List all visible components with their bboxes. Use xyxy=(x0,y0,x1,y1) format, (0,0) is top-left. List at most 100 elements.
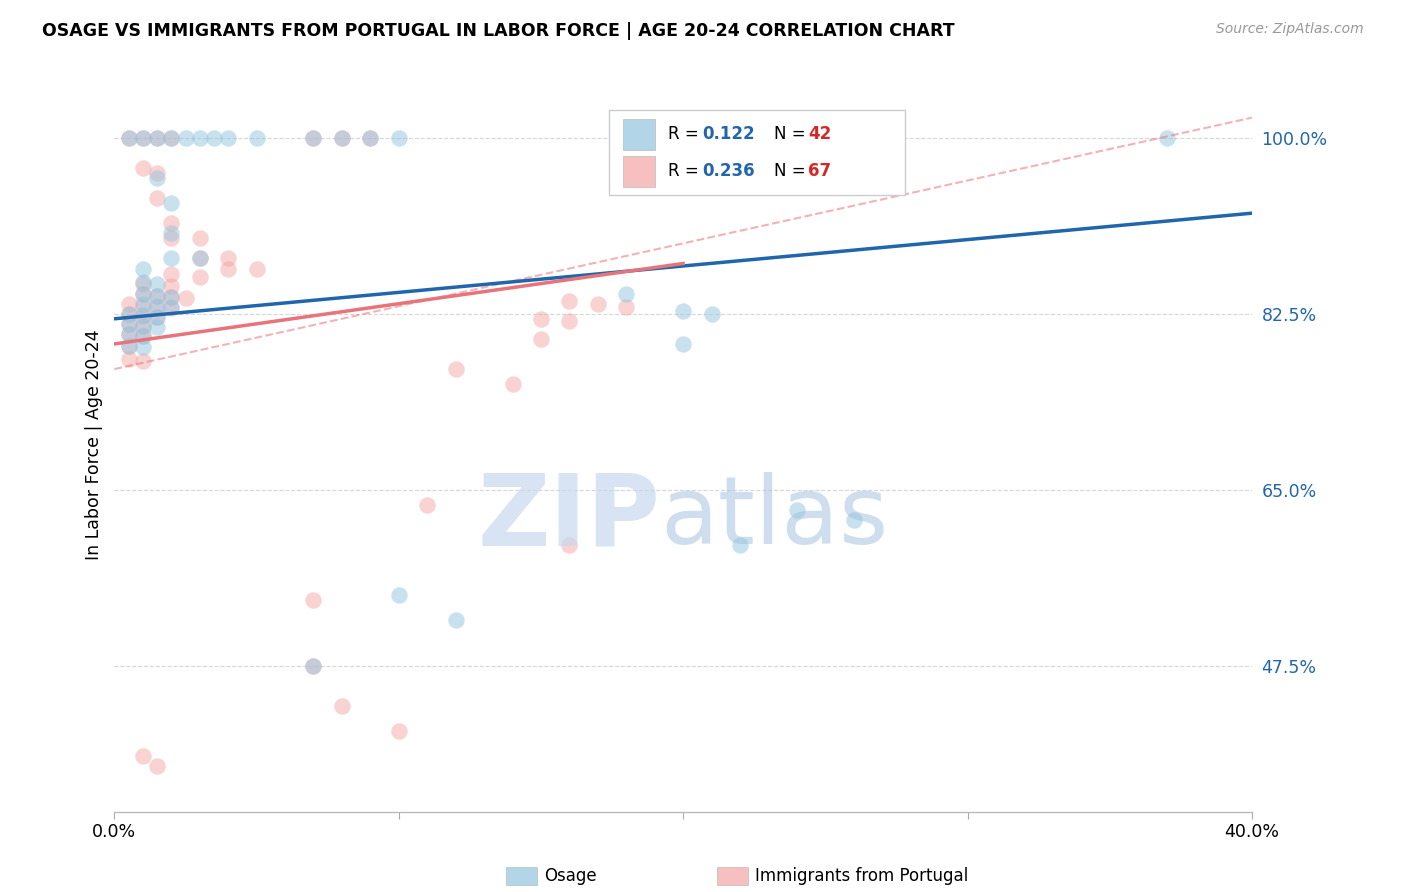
Point xyxy=(117,339,139,353)
Point xyxy=(132,329,155,343)
Point xyxy=(146,319,169,334)
Point xyxy=(416,498,439,512)
Y-axis label: In Labor Force | Age 20-24: In Labor Force | Age 20-24 xyxy=(86,329,103,560)
Point xyxy=(117,130,139,145)
Text: R =: R = xyxy=(668,162,704,180)
Point xyxy=(132,286,155,301)
Text: 67: 67 xyxy=(808,162,831,180)
Point xyxy=(444,362,467,376)
Point xyxy=(117,317,139,331)
Point xyxy=(728,538,751,552)
Bar xyxy=(623,119,655,150)
Text: N =: N = xyxy=(775,162,811,180)
Point xyxy=(217,130,239,145)
Point xyxy=(160,196,183,211)
Point xyxy=(146,130,169,145)
Point xyxy=(117,307,139,321)
Point xyxy=(160,252,183,266)
Point xyxy=(160,290,183,304)
Text: Source: ZipAtlas.com: Source: ZipAtlas.com xyxy=(1216,22,1364,37)
Text: Immigrants from Portugal: Immigrants from Portugal xyxy=(755,867,969,885)
Point xyxy=(188,252,211,266)
Point xyxy=(146,310,169,324)
Point xyxy=(302,593,325,607)
Point xyxy=(388,588,411,602)
Point xyxy=(330,130,353,145)
Point xyxy=(146,166,169,180)
FancyBboxPatch shape xyxy=(609,111,905,194)
Point xyxy=(117,307,139,321)
Point xyxy=(359,130,381,145)
Point xyxy=(146,288,169,302)
Point xyxy=(117,296,139,310)
Point xyxy=(388,130,411,145)
Point xyxy=(160,300,183,314)
Point xyxy=(132,277,155,291)
Point xyxy=(160,231,183,245)
Point xyxy=(132,130,155,145)
Point xyxy=(146,310,169,324)
Point xyxy=(202,130,225,145)
Point xyxy=(132,296,155,310)
Text: 0.236: 0.236 xyxy=(703,162,755,180)
Point xyxy=(558,314,581,328)
Point xyxy=(246,130,269,145)
Point xyxy=(672,303,695,318)
Point xyxy=(302,658,325,673)
Text: N =: N = xyxy=(775,125,811,143)
Text: OSAGE VS IMMIGRANTS FROM PORTUGAL IN LABOR FORCE | AGE 20-24 CORRELATION CHART: OSAGE VS IMMIGRANTS FROM PORTUGAL IN LAB… xyxy=(42,22,955,40)
Point xyxy=(502,377,524,392)
Point xyxy=(188,252,211,266)
Point xyxy=(388,724,411,739)
Point xyxy=(302,130,325,145)
Point xyxy=(132,275,155,289)
Point xyxy=(146,299,169,313)
Point xyxy=(160,227,183,241)
Point xyxy=(160,130,183,145)
Point xyxy=(188,130,211,145)
Point xyxy=(146,277,169,291)
Point xyxy=(1156,130,1178,145)
Point xyxy=(160,290,183,304)
Point xyxy=(117,326,139,341)
Point xyxy=(444,614,467,628)
Point xyxy=(700,307,723,321)
Point xyxy=(160,216,183,230)
Point xyxy=(117,317,139,331)
Point xyxy=(359,130,381,145)
Point xyxy=(302,130,325,145)
Point xyxy=(132,318,155,333)
Point xyxy=(217,261,239,276)
Text: ZIP: ZIP xyxy=(478,469,661,566)
Point xyxy=(188,269,211,284)
Point xyxy=(188,231,211,245)
Text: 42: 42 xyxy=(808,125,831,143)
Point xyxy=(146,759,169,773)
Text: Osage: Osage xyxy=(544,867,596,885)
Point xyxy=(132,354,155,368)
Point xyxy=(672,337,695,351)
Bar xyxy=(623,156,655,186)
Point xyxy=(132,340,155,354)
Point xyxy=(146,130,169,145)
Point xyxy=(330,698,353,713)
Point xyxy=(132,161,155,175)
Point xyxy=(174,291,197,305)
Point xyxy=(586,296,609,310)
Point xyxy=(132,329,155,343)
Point xyxy=(132,261,155,276)
Point xyxy=(160,130,183,145)
Point xyxy=(160,267,183,281)
Point xyxy=(146,191,169,205)
Point xyxy=(842,513,865,527)
Point xyxy=(132,130,155,145)
Point xyxy=(217,252,239,266)
Point xyxy=(174,130,197,145)
Point xyxy=(132,318,155,333)
Point xyxy=(132,749,155,764)
Point xyxy=(302,658,325,673)
Text: atlas: atlas xyxy=(661,472,889,564)
Point xyxy=(614,300,637,314)
Point xyxy=(530,332,553,346)
Text: R =: R = xyxy=(668,125,704,143)
